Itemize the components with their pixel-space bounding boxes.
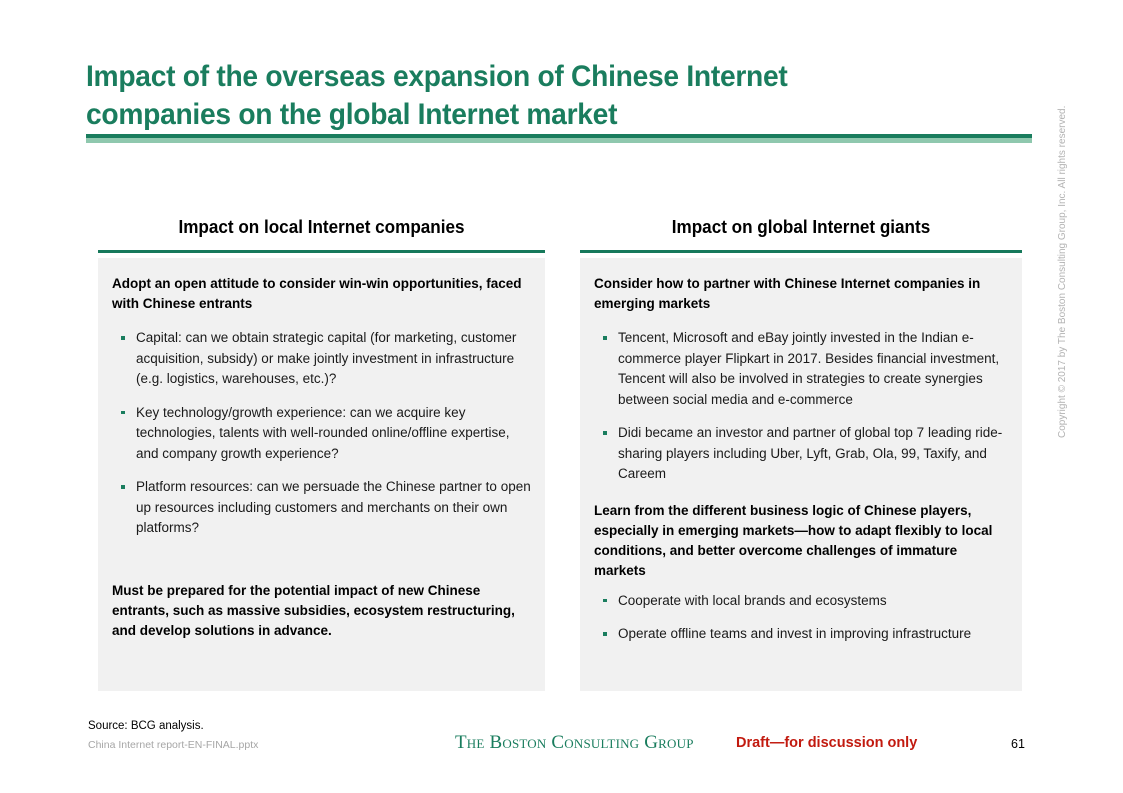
bullet-dot-icon: [603, 598, 607, 602]
bullet-list-left: Capital: can we obtain strategic capital…: [110, 328, 531, 539]
spacer: [592, 485, 1008, 501]
list-item: Operate offline teams and invest in impr…: [592, 624, 1008, 645]
list-item: Cooperate with local brands and ecosyste…: [592, 591, 1008, 612]
bullet-dot-icon: [603, 431, 607, 435]
bullet-dot-icon: [603, 336, 607, 340]
bullet-dot-icon: [121, 410, 125, 414]
column-header-right: Impact on global Internet giants: [671, 217, 931, 237]
column-header-left: Impact on local Internet companies: [178, 217, 465, 237]
column-local-internet-companies: Impact on local Internet companies Adopt…: [98, 216, 545, 691]
list-item-text: Cooperate with local brands and ecosyste…: [618, 592, 887, 608]
list-item: Platform resources: can we persuade the …: [110, 477, 531, 539]
title-rule-light: [86, 138, 1032, 143]
source-note: Source: BCG analysis.: [88, 720, 204, 732]
list-item-text: Tencent, Microsoft and eBay jointly inve…: [618, 330, 1000, 407]
bullet-list-right-second: Cooperate with local brands and ecosyste…: [592, 591, 1008, 645]
page-title: Impact of the overseas expansion of Chin…: [86, 60, 788, 131]
list-item-text: Operate offline teams and invest in impr…: [618, 626, 972, 641]
bcg-logo: The Boston Consulting Group: [455, 732, 694, 753]
column-rule-left: [98, 250, 545, 253]
copyright-notice: Copyright © 2017 by The Boston Consultin…: [1057, 105, 1068, 438]
lead-text-left: Adopt an open attitude to consider win-w…: [112, 276, 522, 311]
panel-right: Consider how to partner with Chinese Int…: [580, 258, 1022, 691]
list-item-text: Key technology/growth experience: can we…: [136, 404, 510, 461]
lead-text-right: Consider how to partner with Chinese Int…: [594, 276, 981, 311]
draft-notice: Draft—for discussion only: [736, 735, 918, 751]
filename-label: China Internet report-EN-FINAL.pptx: [88, 739, 259, 751]
list-item-text: Didi became an investor and partner of g…: [618, 425, 1003, 481]
bullet-list-right-first: Tencent, Microsoft and eBay jointly inve…: [592, 328, 1008, 485]
bullet-dot-icon: [121, 336, 125, 340]
list-item-text: Platform resources: can we persuade the …: [136, 479, 531, 535]
spacer: [110, 539, 531, 581]
column-global-internet-giants: Impact on global Internet giants Conside…: [580, 216, 1022, 691]
lead-text-right-second: Learn from the different business logic …: [594, 502, 993, 578]
list-item: Capital: can we obtain strategic capital…: [110, 328, 531, 390]
bullet-dot-icon: [603, 632, 607, 636]
closing-text-left: Must be prepared for the potential impac…: [112, 582, 515, 638]
list-item: Tencent, Microsoft and eBay jointly inve…: [592, 328, 1008, 410]
bullet-dot-icon: [121, 485, 125, 489]
list-item: Didi became an investor and partner of g…: [592, 423, 1008, 485]
panel-left: Adopt an open attitude to consider win-w…: [98, 258, 545, 691]
list-item: Key technology/growth experience: can we…: [110, 403, 531, 465]
page-number: 61: [1011, 737, 1025, 751]
title-rule-dark: [86, 134, 1032, 138]
list-item-text: Capital: can we obtain strategic capital…: [136, 330, 517, 386]
column-rule-right: [580, 250, 1022, 253]
